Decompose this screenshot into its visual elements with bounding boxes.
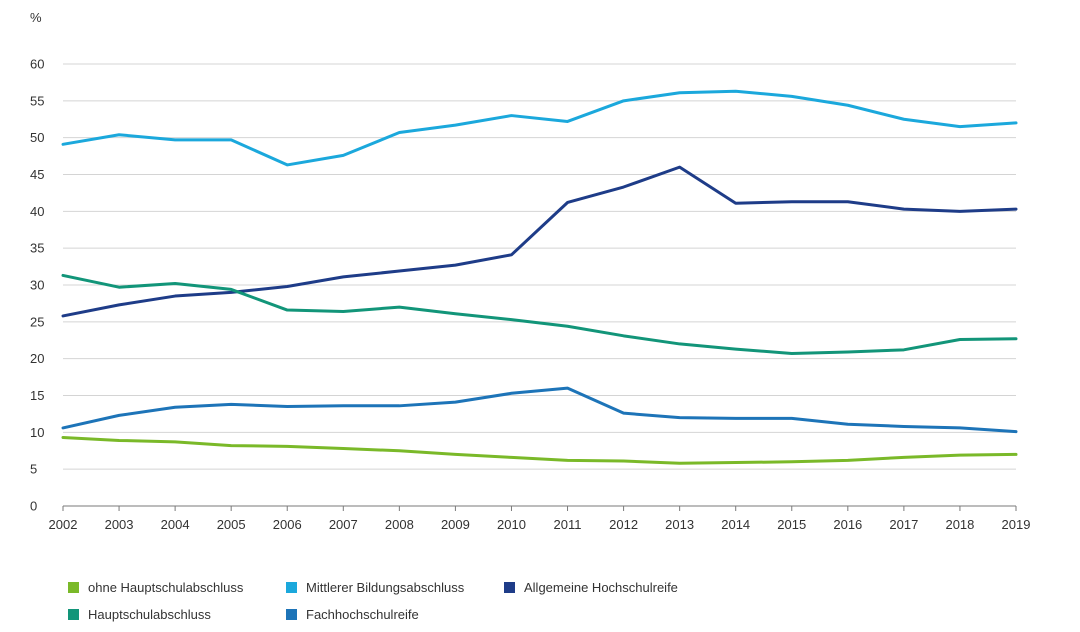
x-tick-label: 2013	[665, 517, 694, 532]
series-ohne-hauptschulabschluss	[61, 435, 1018, 465]
legend-swatch	[504, 581, 515, 593]
x-tick-label: 2016	[833, 517, 862, 532]
x-tick-label: 2010	[497, 517, 526, 532]
y-tick-label: 10	[30, 425, 44, 440]
y-tick-label: 40	[30, 204, 44, 219]
line-chart: 0 5 10 15 20 25 30 35 40 45 50 55 60 2002 2003 2004 2005…	[30, 10, 1030, 533]
x-tick-label: 2009	[441, 517, 470, 532]
x-tick-label: 2011	[554, 517, 582, 532]
x-tick-label: 2014	[721, 517, 750, 532]
y-tick-label: 15	[30, 388, 44, 403]
y-tick-label: 55	[30, 93, 44, 108]
y-tick-label: 25	[30, 314, 44, 329]
x-tick-label: 2007	[329, 517, 358, 532]
legend-item-fachhochschulreife: Fachhochschulreife	[286, 605, 419, 623]
y-tick-label: 5	[30, 462, 37, 477]
grid-lines	[63, 63, 1016, 470]
legend-swatch	[286, 608, 297, 620]
x-tick-label: 2006	[273, 517, 302, 532]
y-unit-label: %	[30, 10, 42, 25]
x-tick-label: 2012	[609, 517, 638, 532]
series-lines	[61, 89, 1018, 465]
legend-swatch	[68, 608, 79, 620]
series-mittlerer-bildungsabschluss	[61, 89, 1018, 167]
y-tick-label: 0	[30, 499, 37, 514]
x-tick-label: 2005	[217, 517, 246, 532]
series-line	[61, 435, 1018, 465]
legend-item-hauptschulabschluss: Hauptschulabschluss	[68, 605, 211, 623]
y-tick-label: 45	[30, 167, 44, 182]
y-tick-label: 20	[30, 351, 44, 366]
legend-item-allgemeine-hochschulreife: Allgemeine Hochschulreife	[504, 578, 678, 596]
series-hauptschulabschluss	[61, 273, 1018, 356]
x-tick-label: 2003	[105, 517, 134, 532]
x-tick-label: 2015	[777, 517, 806, 532]
series-line	[61, 165, 1018, 318]
axes	[62, 505, 1017, 511]
x-tick-label: 2008	[385, 517, 414, 532]
x-tick-label: 2017	[889, 517, 918, 532]
y-tick-label: 50	[30, 130, 44, 145]
y-tick-label: 60	[30, 57, 44, 72]
y-tick-label: 35	[30, 241, 44, 256]
x-tick-label: 2018	[945, 517, 974, 532]
x-tick-label: 2019	[1002, 517, 1031, 532]
legend-label: Allgemeine Hochschulreife	[524, 579, 678, 595]
legend-label: Fachhochschulreife	[306, 606, 419, 622]
series-allgemeine-hochschulreife	[61, 165, 1018, 318]
legend-item-mittlerer-bildungsabschluss: Mittlerer Bildungsabschluss	[286, 578, 464, 596]
series-line	[61, 386, 1018, 434]
x-tick-label: 2004	[161, 517, 190, 532]
series-line	[61, 273, 1018, 356]
tick-labels: 0 5 10 15 20 25 30 35 40 45 50 55 60 2002 2003 2004 2005…	[30, 57, 1030, 533]
legend-label: ohne Hauptschulabschluss	[88, 579, 244, 595]
legend-swatch	[286, 581, 297, 593]
x-tick-label: 2002	[49, 517, 78, 532]
y-tick-label: 30	[30, 278, 44, 293]
legend-item-ohne-hauptschulabschluss: ohne Hauptschulabschluss	[68, 578, 243, 596]
legend-swatch	[68, 581, 79, 593]
legend-label: Mittlerer Bildungsabschluss	[306, 579, 465, 595]
series-fachhochschulreife	[61, 386, 1018, 434]
legend-label: Hauptschulabschluss	[88, 606, 211, 622]
series-line	[61, 89, 1018, 167]
